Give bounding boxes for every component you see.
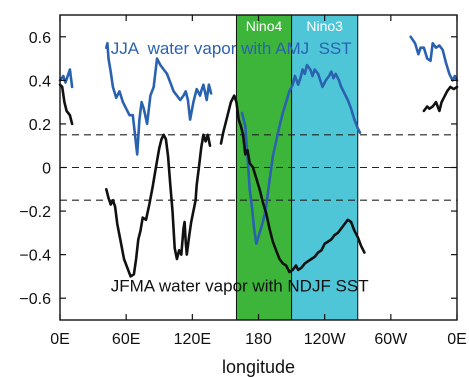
x-tick-label: 60E <box>112 331 140 348</box>
y-tick-label: 0.2 <box>29 117 51 134</box>
series-1-segment-2 <box>219 94 366 274</box>
x-tick-label: 120W <box>304 331 347 348</box>
reference-lines <box>60 134 457 201</box>
series-1-segment-3 <box>422 85 459 113</box>
x-tick-label: 180 <box>245 331 272 348</box>
x-tick-label: 0E <box>50 331 70 348</box>
region-label-nino3: Nino3 <box>306 18 343 34</box>
region-label-nino4: Nino4 <box>246 18 283 34</box>
series-0-segment-2 <box>240 63 362 245</box>
series-1-segment-0 <box>58 83 74 126</box>
y-tick-label: −0.2 <box>19 204 51 221</box>
x-tick-label: 120E <box>174 331 211 348</box>
series-lines <box>58 35 459 278</box>
y-tick-label: 0.6 <box>29 30 51 47</box>
y-tick-label: 0 <box>42 161 51 178</box>
region-labels: Nino4 Nino3 <box>246 18 343 34</box>
series-label-1: JFMA water vapor with NDJF SST <box>111 277 369 296</box>
series-label-0: JJA water vapor with AMJ SST <box>111 39 352 58</box>
axis-ticks: 0E 60E 120E 180 120W 60W 0E 0.6 0.4 0.2 0 −0.2 −0.4 −… <box>19 15 467 348</box>
y-tick-label: −0.6 <box>19 291 51 308</box>
series-0-segment-1 <box>105 42 213 156</box>
series-0-segment-3 <box>409 35 459 82</box>
x-tick-label: 0E <box>447 331 467 348</box>
y-tick-label: 0.4 <box>29 73 51 90</box>
series-0-segment-0 <box>58 68 74 89</box>
x-tick-label: 60W <box>374 331 408 348</box>
series-labels: JJA water vapor with AMJ SST JFMA water v… <box>111 39 369 295</box>
series-1-segment-1 <box>105 133 212 278</box>
x-axis-label: longitude <box>222 357 295 377</box>
y-tick-label: −0.4 <box>19 248 51 265</box>
